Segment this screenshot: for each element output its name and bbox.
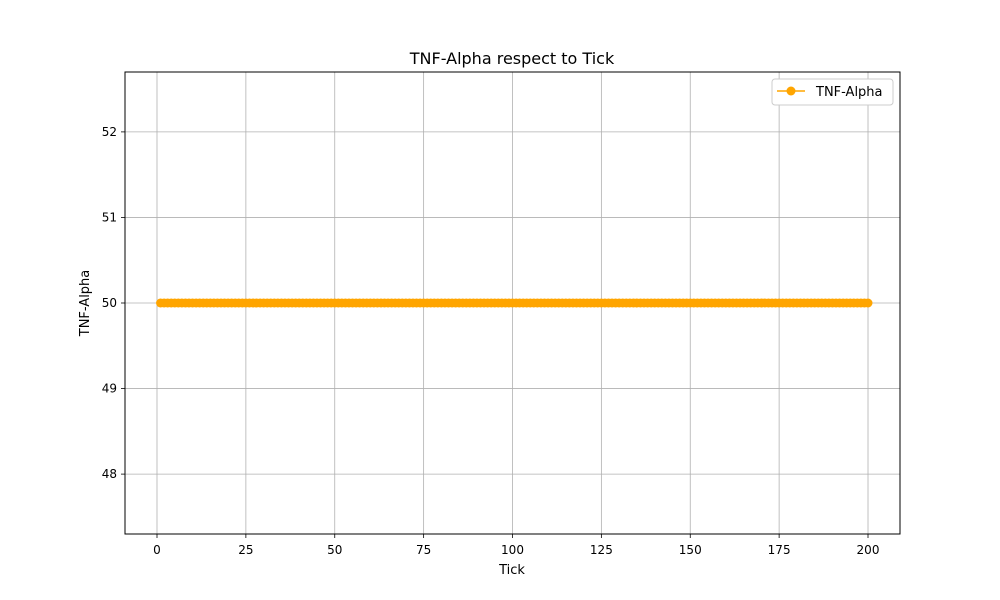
x-axis-label: Tick	[498, 563, 525, 578]
y-tick-label: 48	[102, 467, 117, 481]
legend-label: TNF-Alpha	[815, 85, 883, 100]
x-axis: 0 25 50 75 100 125 150 175 200	[153, 534, 879, 557]
data-point	[863, 298, 873, 308]
y-tick-label: 50	[102, 296, 117, 310]
x-tick-label: 150	[679, 543, 702, 557]
x-tick-label: 75	[416, 543, 431, 557]
legend: TNF-Alpha	[771, 78, 894, 106]
y-axis: 48 49 50 51 52	[102, 125, 125, 481]
legend-marker	[786, 86, 796, 96]
x-tick-label: 100	[501, 543, 524, 557]
legend-box	[771, 78, 894, 106]
y-tick-label: 51	[102, 210, 117, 224]
x-tick-label: 175	[768, 543, 791, 557]
chart-title: TNF-Alpha respect to Tick	[409, 49, 615, 68]
y-tick-label: 52	[102, 125, 117, 139]
x-tick-label: 50	[327, 543, 342, 557]
x-tick-label: 200	[857, 543, 880, 557]
series-layer	[156, 298, 873, 308]
y-axis-label: TNF-Alpha	[78, 270, 93, 338]
y-tick-label: 49	[102, 382, 117, 396]
x-tick-label: 25	[238, 543, 253, 557]
x-tick-label: 125	[590, 543, 613, 557]
x-tick-label: 0	[153, 543, 161, 557]
